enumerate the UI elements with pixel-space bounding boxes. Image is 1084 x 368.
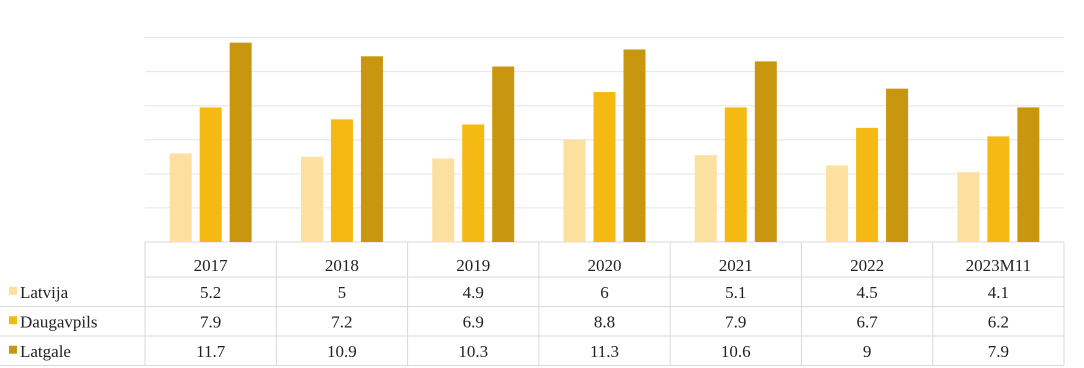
data-label: 7.2: [331, 312, 352, 331]
data-label: 5.2: [200, 283, 221, 302]
bars: [169, 42, 1040, 243]
bar-daugavpils-2022: [856, 127, 879, 242]
bar-latvija-2020: [563, 139, 586, 242]
x-tick-label: 2022: [850, 256, 884, 275]
bar-latvija-2021: [694, 155, 717, 242]
data-label: 10.6: [721, 342, 751, 361]
bar-latvija-2023m11: [957, 172, 980, 242]
bar-latgale-2022: [886, 88, 909, 243]
data-label: 5.1: [725, 283, 746, 302]
data-label: 5: [338, 283, 347, 302]
bar-latvija-2019: [432, 158, 455, 242]
data-label: 8.8: [594, 312, 615, 331]
data-table: 2017 2018 2019 2020 2021 2022 2023M11 Latvija 5.…: [0, 242, 1065, 366]
x-tick-label: 2020: [588, 256, 622, 275]
data-label: 10.9: [327, 342, 357, 361]
bar-latvija-2018: [300, 156, 323, 242]
data-label: 6.9: [463, 312, 484, 331]
data-label: 6: [600, 283, 609, 302]
bar-daugavpils-2023m11: [987, 136, 1010, 242]
x-tick-label: 2018: [325, 256, 359, 275]
bar-daugavpils-2018: [330, 119, 353, 242]
legend-swatch-latgale: [9, 345, 17, 354]
bar-latgale-2020: [623, 49, 646, 243]
legend-swatch-daugavpils: [9, 316, 17, 325]
bar-latgale-2023m11: [1017, 107, 1040, 242]
x-tick-label: 2019: [456, 256, 490, 275]
bar-daugavpils-2019: [462, 124, 485, 242]
bar-latvija-2022: [826, 165, 849, 242]
bar-latgale-2017: [229, 42, 252, 242]
x-tick-label: 2017: [194, 256, 229, 275]
bar-latgale-2021: [754, 61, 777, 242]
bar-daugavpils-2017: [199, 107, 222, 242]
data-label: 4.1: [988, 283, 1009, 302]
x-tick-label: 2021: [719, 256, 753, 275]
data-label: 11.7: [196, 342, 226, 361]
data-label: 7.9: [200, 312, 221, 331]
data-label: 9: [863, 342, 872, 361]
x-tick-label: 2023M11: [966, 256, 1032, 275]
legend-label-daugavpils: Daugavpils: [20, 312, 97, 331]
data-label: 7.9: [988, 342, 1009, 361]
data-label: 4.9: [463, 283, 484, 302]
data-label: 6.7: [856, 312, 878, 331]
data-label: 7.9: [725, 312, 746, 331]
bar-latvija-2017: [169, 153, 192, 242]
data-label: 11.3: [590, 342, 619, 361]
data-label: 4.5: [856, 283, 877, 302]
bar-latgale-2018: [360, 56, 383, 242]
legend-label-latgale: Latgale: [20, 342, 71, 361]
data-label: 10.3: [458, 342, 488, 361]
bar-daugavpils-2020: [593, 92, 616, 243]
legend-swatch-latvija: [9, 286, 17, 295]
data-label: 6.2: [988, 312, 1009, 331]
legend-label-latvija: Latvija: [20, 283, 69, 302]
bar-daugavpils-2021: [724, 107, 747, 242]
bar-latgale-2019: [492, 66, 515, 242]
